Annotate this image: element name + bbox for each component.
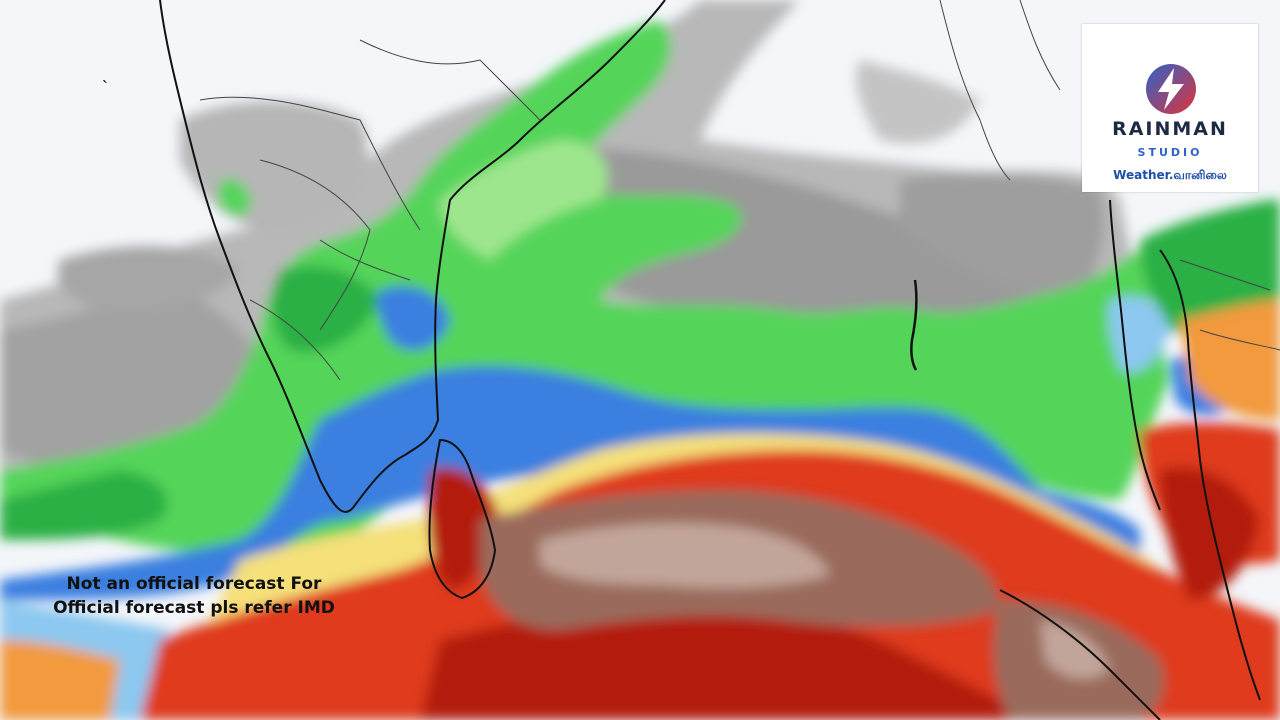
stray-mark: ` bbox=[102, 78, 108, 98]
disclaimer-line-1: Not an official forecast For bbox=[66, 574, 322, 594]
admin-borders bbox=[199, 0, 1280, 381]
rainman-logo: RAINMAN STUDIO Weather.வானிலை bbox=[1082, 24, 1258, 192]
logo-sub: STUDIO bbox=[1137, 146, 1203, 159]
disclaimer-line-2: Official forecast pls refer IMD bbox=[53, 598, 335, 618]
logo-name: RAINMAN bbox=[1112, 118, 1228, 140]
logo-tagline: Weather.வானிலை bbox=[1113, 168, 1227, 182]
coastlines bbox=[159, 0, 1261, 720]
disclaimer-text: Not an official forecast For Official fo… bbox=[34, 572, 354, 620]
lightning-bolt-icon bbox=[1146, 64, 1196, 114]
